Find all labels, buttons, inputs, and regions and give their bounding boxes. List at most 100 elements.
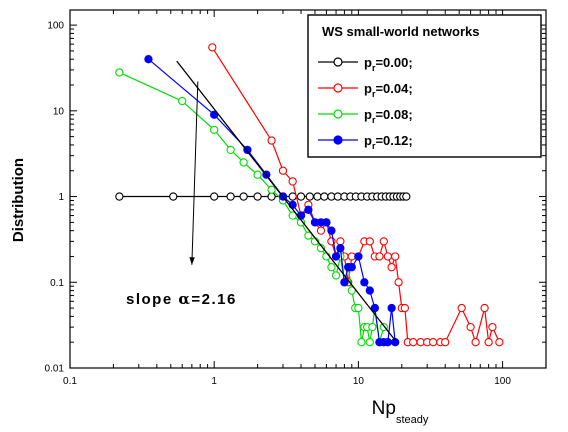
legend-swatch-marker xyxy=(333,109,343,119)
data-point xyxy=(144,55,153,64)
y-tick-label: 0.01 xyxy=(45,364,65,375)
annotation-arrow xyxy=(191,81,199,265)
slope-fit-line xyxy=(176,60,396,341)
y-tick-label: 0.1 xyxy=(50,278,64,289)
data-point xyxy=(320,192,329,201)
data-point xyxy=(322,218,331,227)
data-point xyxy=(115,68,124,77)
data-point xyxy=(387,263,396,272)
data-point xyxy=(210,192,219,201)
data-point xyxy=(288,200,297,210)
data-point xyxy=(347,286,356,295)
data-point xyxy=(340,278,349,287)
data-point xyxy=(313,192,322,201)
data-point xyxy=(387,303,396,313)
data-point xyxy=(365,286,374,295)
x-axis-label: Npsteady xyxy=(372,398,429,426)
annotation-layer: slope α=2.16 xyxy=(126,60,396,341)
data-point xyxy=(331,252,341,261)
data-point xyxy=(226,145,235,155)
data-point xyxy=(391,338,400,347)
data-point xyxy=(327,226,336,235)
data-point xyxy=(210,110,219,119)
x-tick-label: 1 xyxy=(211,376,217,387)
data-point xyxy=(115,192,124,201)
data-point xyxy=(288,211,297,220)
series-layer xyxy=(115,43,504,347)
data-point xyxy=(278,166,288,175)
data-point xyxy=(365,338,374,347)
data-point xyxy=(429,338,438,347)
legend-label: pr=0.00; xyxy=(364,55,413,73)
data-point xyxy=(296,192,306,201)
y-tick-label: 10 xyxy=(53,106,65,117)
data-point xyxy=(253,192,262,201)
data-point xyxy=(480,303,489,313)
data-point xyxy=(402,192,411,201)
x-tick-label: 0.1 xyxy=(63,376,77,387)
x-tick-label: 10 xyxy=(353,376,365,387)
legend-swatch-marker xyxy=(333,83,343,93)
data-point xyxy=(400,303,410,313)
data-point xyxy=(253,170,262,179)
y-axis-label: Distribution xyxy=(10,158,27,242)
data-point xyxy=(239,158,248,167)
data-point xyxy=(357,338,366,347)
legend: WS small-world networks pr=0.00; pr=0.04; p… xyxy=(307,14,542,158)
axis-labels: Npsteady Distribution xyxy=(10,158,429,426)
data-point xyxy=(471,338,480,347)
data-point xyxy=(169,192,178,201)
data-point xyxy=(383,252,392,261)
data-point xyxy=(391,252,400,261)
data-point xyxy=(457,303,466,313)
data-point xyxy=(267,185,276,194)
data-point xyxy=(296,211,306,220)
data-point xyxy=(484,338,493,347)
plot-frame xyxy=(69,9,547,369)
legend-title: WS small-world networks xyxy=(322,24,479,39)
legend-label: pr=0.04; xyxy=(364,81,413,99)
data-point xyxy=(316,226,326,235)
data-point xyxy=(370,303,379,313)
slope-annotation: slope α=2.16 xyxy=(126,290,237,308)
data-point xyxy=(375,252,384,261)
legend-entry: pr=0.12; xyxy=(318,133,413,151)
series-3 xyxy=(144,55,400,347)
legend-label: pr=0.08; xyxy=(364,107,413,125)
data-point xyxy=(365,237,374,246)
legend-box xyxy=(307,14,542,158)
data-point xyxy=(466,322,475,332)
x-tick-label: 100 xyxy=(494,376,511,387)
data-point xyxy=(331,271,341,280)
data-point xyxy=(495,338,504,347)
data-point xyxy=(226,192,235,201)
data-point xyxy=(288,177,297,186)
data-point xyxy=(239,192,248,201)
legend-entry: pr=0.08; xyxy=(318,107,413,125)
data-point xyxy=(267,136,276,145)
data-point xyxy=(368,322,377,332)
y-tick-label: 1 xyxy=(58,192,64,203)
data-point xyxy=(267,192,276,201)
data-point xyxy=(304,205,313,214)
data-point xyxy=(379,237,388,246)
series-0 xyxy=(115,192,411,201)
legend-label: pr=0.12; xyxy=(364,133,413,151)
data-point xyxy=(208,43,217,52)
data-point xyxy=(441,338,450,347)
data-point xyxy=(409,338,418,347)
data-point xyxy=(488,322,497,332)
data-point xyxy=(360,278,369,287)
data-point xyxy=(178,96,187,106)
data-point xyxy=(304,231,313,240)
data-point xyxy=(383,338,392,347)
data-point xyxy=(394,278,403,287)
legend-swatch-marker xyxy=(333,57,343,67)
data-point xyxy=(354,252,363,261)
legend-entry: pr=0.00; xyxy=(318,55,413,73)
data-point xyxy=(305,192,314,201)
legend-swatch-marker xyxy=(333,135,343,145)
data-point xyxy=(336,244,345,253)
